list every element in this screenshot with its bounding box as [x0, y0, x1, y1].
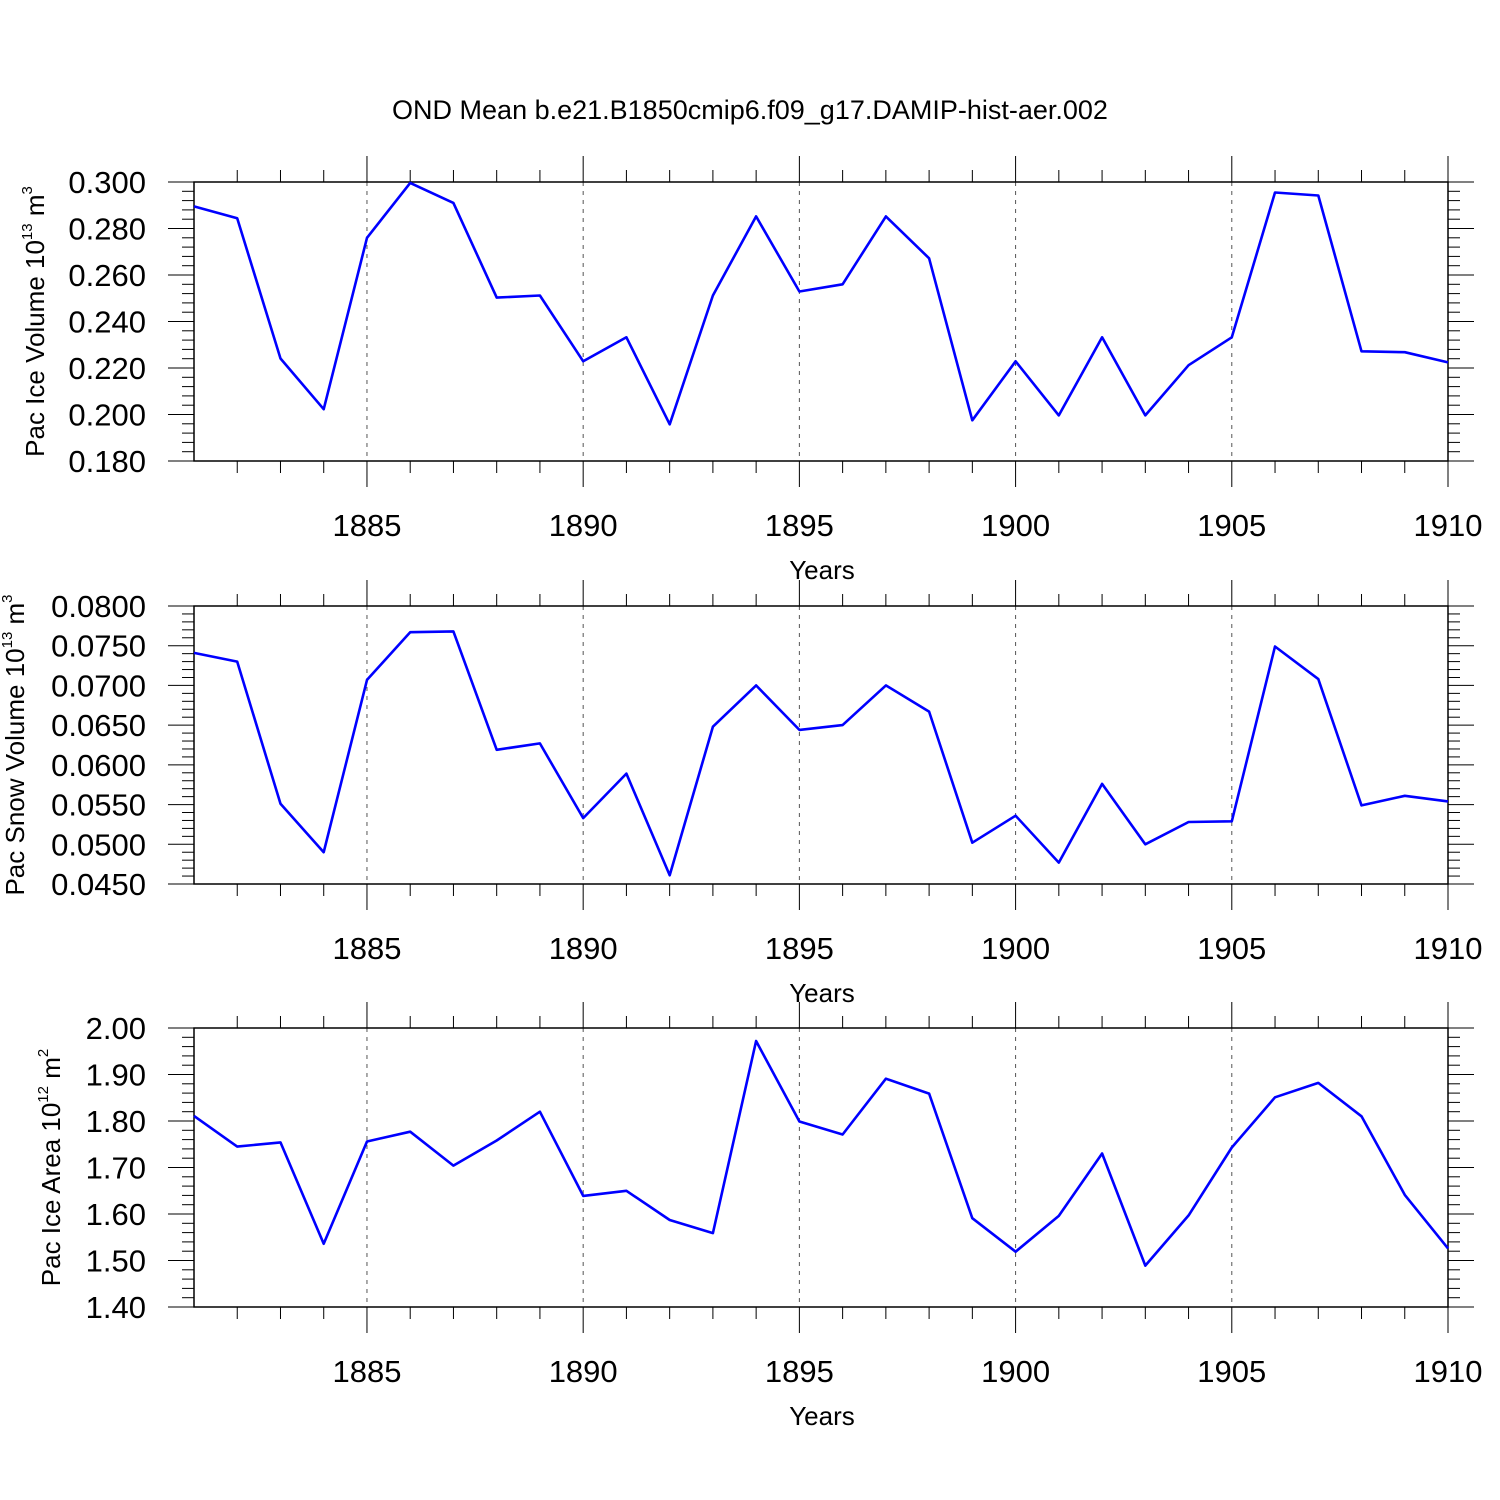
y-tick-label: 0.260 [68, 258, 146, 293]
chart-title: OND Mean b.e21.B1850cmip6.f09_g17.DAMIP-… [392, 95, 1108, 125]
y-tick-label: 2.00 [86, 1011, 146, 1046]
y-tick-label: 1.40 [86, 1290, 146, 1325]
y-axis-title: Pac Snow Volume 1013 m3 [0, 594, 30, 895]
series-line [193, 1039, 1450, 1267]
y-axis-title-unit-exponent: 2 [35, 1049, 52, 1057]
x-axis-title: Years [789, 555, 855, 585]
y-axis-title-prefix: Pac Ice Volume 10 [20, 240, 50, 457]
y-tick-label: 0.200 [68, 398, 146, 433]
y-tick-label: 0.220 [68, 351, 146, 386]
x-tick-label: 1910 [1414, 508, 1483, 543]
x-tick-label: 1885 [332, 508, 401, 543]
series-line [193, 630, 1449, 877]
y-tick-label: 1.60 [86, 1197, 146, 1232]
y-tick-label: 1.70 [86, 1151, 146, 1186]
y-tick-label: 0.0750 [51, 629, 146, 664]
x-tick-label: 1900 [981, 931, 1050, 966]
x-tick-label: 1900 [981, 1354, 1050, 1389]
x-tick-label: 1890 [549, 508, 618, 543]
y-axis-title-exponent: 12 [35, 1086, 52, 1103]
x-axis-title: Years [789, 1401, 855, 1431]
y-tick-label: 0.0700 [51, 668, 146, 703]
y-axis-title-unit-exponent: 3 [19, 186, 36, 194]
y-tick-label: 0.280 [68, 212, 146, 247]
plot-frame [193, 605, 1449, 885]
x-tick-label: 1905 [1197, 1354, 1266, 1389]
y-axis-title-unit: m [36, 1057, 66, 1086]
series-line [193, 181, 1449, 426]
x-tick-label: 1890 [549, 931, 618, 966]
chart-panel-2: 1885 1890 1895 1900 1905 1910 0.0450 0.0500 0.05… [0, 580, 1482, 1008]
y-tick-label: 0.0650 [51, 708, 146, 743]
y-axis-title-exponent: 13 [19, 223, 36, 240]
y-axis-title: Pac Ice Area 1012 m2 [35, 1049, 66, 1286]
y-axis-title-unit-exponent: 3 [0, 594, 16, 602]
y-tick-label: 0.0800 [51, 589, 146, 624]
chart-panel-1: 1885 1890 1895 1900 1905 1910 0.180 0.200 0.220 0… [19, 156, 1482, 585]
y-tick-label: 0.0600 [51, 748, 146, 783]
x-tick-label: 1890 [549, 1354, 618, 1389]
y-tick-label: 0.0550 [51, 788, 146, 823]
y-tick-label: 0.0450 [51, 867, 146, 902]
y-axis-title-prefix: Pac Snow Volume 10 [0, 648, 30, 895]
x-tick-label: 1905 [1197, 508, 1266, 543]
y-axis-title-prefix: Pac Ice Area 10 [36, 1103, 66, 1287]
y-axis-title-unit: m [20, 194, 50, 223]
x-tick-label: 1895 [765, 1354, 834, 1389]
y-tick-label: 0.240 [68, 305, 146, 340]
y-axis-title-unit: m [0, 603, 30, 632]
x-tick-label: 1910 [1414, 931, 1483, 966]
x-tick-label: 1885 [332, 931, 401, 966]
y-tick-label: 1.80 [86, 1104, 146, 1139]
y-tick-label: 1.90 [86, 1058, 146, 1093]
y-tick-label: 0.0500 [51, 827, 146, 862]
x-tick-label: 1895 [765, 508, 834, 543]
y-axis-title-exponent: 13 [0, 632, 16, 649]
plot-frame [193, 1027, 1449, 1308]
x-tick-label: 1900 [981, 508, 1050, 543]
x-axis-title: Years [789, 978, 855, 1008]
chart-panel-3: 1885 1890 1895 1900 1905 1910 1.40 1.50 1.60 1.70… [35, 1002, 1482, 1431]
y-tick-label: 0.300 [68, 165, 146, 200]
y-tick-label: 1.50 [86, 1244, 146, 1279]
panels: 1885 1890 1895 1900 1905 1910 0.180 0.200 0.220 0… [0, 156, 1482, 1431]
x-tick-label: 1885 [332, 1354, 401, 1389]
x-tick-label: 1910 [1414, 1354, 1483, 1389]
plot-frame [193, 181, 1449, 462]
y-tick-label: 0.180 [68, 444, 146, 479]
x-tick-label: 1895 [765, 931, 834, 966]
y-axis-title: Pac Ice Volume 1013 m3 [19, 186, 50, 457]
x-tick-label: 1905 [1197, 931, 1266, 966]
